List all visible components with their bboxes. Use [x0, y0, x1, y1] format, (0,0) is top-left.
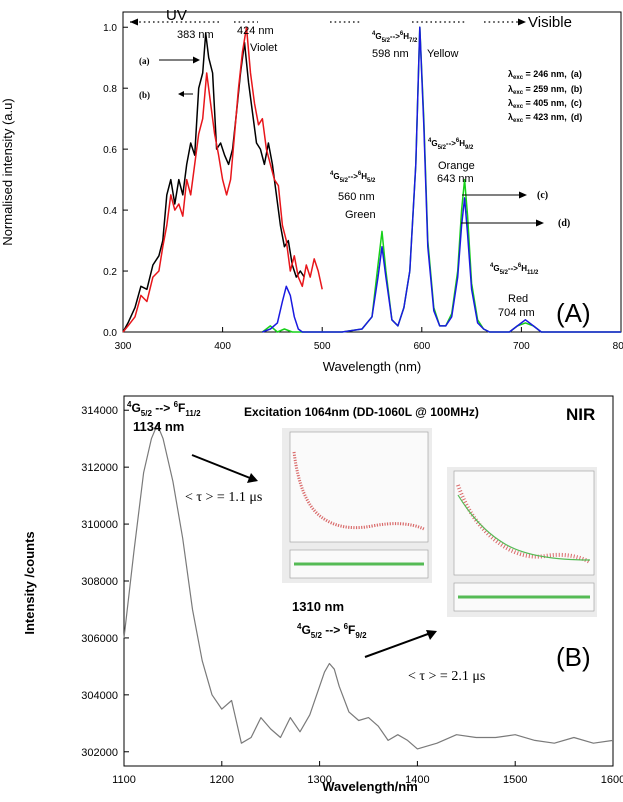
panel-b-x-tick-label: 1500: [503, 774, 527, 786]
tau1-arrow-line: [191, 454, 251, 479]
tau2-label: < τ > = 2.1 μs: [408, 669, 485, 684]
transition-643: 4G5/2-->6H9/2: [428, 138, 474, 151]
tau1-arrow-head: [247, 473, 258, 483]
panel-b-x-tick-label: 1200: [210, 774, 234, 786]
legend-entry-d: λexc = 423 nm, (d): [508, 112, 582, 124]
panel-b-y-tick-label: 304000: [81, 690, 118, 702]
peak-560-label: 560 nm: [338, 191, 375, 203]
green-label: Green: [345, 209, 376, 221]
tag-d-arrow-head: [536, 219, 544, 227]
panel-b-y-axis-label: Intensity /counts: [22, 531, 37, 634]
panel-a-legend: λexc = 246 nm, (a) λexc = 259 nm, (b) λexc…: [508, 69, 582, 124]
panel-b-x-axis-label: Wavelength/nm: [322, 779, 418, 794]
panel-a-x-tick-label: 500: [314, 341, 331, 352]
visible-arrow-head: [518, 18, 526, 26]
inset-1-decay-plot: [289, 431, 429, 543]
tag-a-label: (a): [139, 56, 150, 66]
peak-704-label: 704 nm: [498, 307, 535, 319]
uv-arrow-head: [130, 18, 138, 26]
panel-a-y-tick-label: 0.0: [103, 328, 117, 339]
panel-a-y-tick-label: 0.6: [103, 145, 117, 156]
panel-a-axes: 300 400 500 600 700 800 0.0 0.2 0.4 0.6 0.8 1.0: [103, 23, 623, 352]
peak-598-label: 598 nm: [372, 48, 409, 60]
panel-a-x-axis-label: Wavelength (nm): [323, 359, 422, 374]
tau2-arrow-head: [426, 630, 437, 640]
panel-a-x-tick-label: 700: [513, 341, 530, 352]
peak-643-label: 643 nm: [437, 173, 474, 185]
violet-label: Violet: [250, 42, 277, 54]
legend-entry-a: λexc = 246 nm, (a): [508, 69, 582, 81]
panel-b-x-tick-label: 1400: [405, 774, 429, 786]
panel-b-x-tick-label: 1300: [307, 774, 331, 786]
panel-a-chart: 3004005006007008000.00.20.40.60.81.0 UV …: [0, 7, 623, 374]
panel-b-y-tick-label: 314000: [81, 405, 118, 417]
panel-b-axes: 1100 1200 1300 1400 1500 1600 302000 304000 3060…: [81, 405, 623, 786]
transition-598: 4G5/2-->6H7/2: [372, 31, 418, 44]
panel-a-plot-frame: [122, 11, 622, 333]
decay-inset-1134: [282, 428, 432, 583]
peak-424-label: 424 nm: [237, 25, 274, 37]
tag-c-label: (c): [537, 190, 548, 201]
panel-a-series-2: [122, 26, 323, 333]
tag-b-arrow-head: [178, 91, 184, 97]
panel-b-y-tick-label: 302000: [81, 747, 118, 759]
panel-a-label: (A): [556, 298, 591, 328]
transition-704: 4G5/2-->6H11/2: [490, 263, 539, 276]
panel-a-curves: [122, 26, 621, 333]
panel-b-series-1: [123, 423, 614, 750]
tau1-label: < τ > = 1.1 μs: [185, 490, 262, 505]
tag-b-label: (b): [139, 90, 150, 100]
panel-a-x-tick-label: 400: [214, 341, 231, 352]
panel-a-series-1: [122, 32, 305, 333]
panel-a-x-tick-label: 800: [613, 341, 623, 352]
visible-label: Visible: [528, 14, 572, 31]
inset-2-fit-curve: [457, 494, 591, 561]
panel-a-y-tick-label: 1.0: [103, 23, 117, 34]
peak-1310-label: 1310 nm: [292, 599, 344, 614]
uv-label: UV: [166, 7, 187, 24]
transition-560: 4G5/2-->6H5/2: [330, 171, 376, 184]
tag-c-arrow-head: [519, 191, 527, 199]
legend-entry-b: λexc = 259 nm, (b): [508, 84, 582, 96]
panel-a-x-tick-label: 600: [413, 341, 430, 352]
panel-a-y-tick-label: 0.4: [103, 206, 117, 217]
excitation-title: Excitation 1064nm (DD-1060L @ 100MHz): [244, 405, 479, 419]
peak-1134-transition: 4G5/2 --> 6F11/2: [127, 400, 201, 418]
panel-b-x-tick-label: 1600: [601, 774, 623, 786]
panel-b-y-tick-label: 312000: [81, 462, 118, 474]
legend-entry-c: λexc = 405 nm, (c): [508, 98, 582, 110]
panel-b-x-tick-label: 1100: [112, 774, 136, 786]
panel-b-label: (B): [556, 642, 591, 672]
nir-label: NIR: [566, 405, 595, 424]
peak-1310-transition: 4G5/2 --> 6F9/2: [297, 622, 367, 640]
panel-a-x-tick-label: 300: [115, 341, 132, 352]
panel-a-y-tick-label: 0.8: [103, 84, 117, 95]
panel-b-chart: 1100 1200 1300 1400 1500 1600 302000 304000 3060…: [22, 395, 623, 794]
peak-1134-label: 1134 nm: [133, 419, 184, 434]
panel-a-y-axis-label: Normalised intensity (a.u): [0, 98, 15, 245]
panel-a-series-4: [262, 26, 621, 333]
tag-d-label: (d): [558, 218, 570, 229]
peak-383-label: 383 nm: [177, 29, 214, 41]
panel-b-y-tick-label: 310000: [81, 519, 118, 531]
panel-b-y-tick-label: 308000: [81, 576, 118, 588]
tau2-arrow-line: [364, 633, 429, 658]
inset-2-decay-curve: [456, 484, 591, 564]
panel-b-curves: [123, 423, 614, 750]
panel-b-y-tick-label: 306000: [81, 633, 118, 645]
panel-a-y-tick-label: 0.2: [103, 267, 117, 278]
tag-a-arrow-head: [193, 56, 200, 64]
decay-inset-1310: [447, 467, 597, 617]
yellow-label: Yellow: [427, 48, 458, 60]
red-label: Red: [508, 293, 528, 305]
orange-label: Orange: [438, 160, 475, 172]
